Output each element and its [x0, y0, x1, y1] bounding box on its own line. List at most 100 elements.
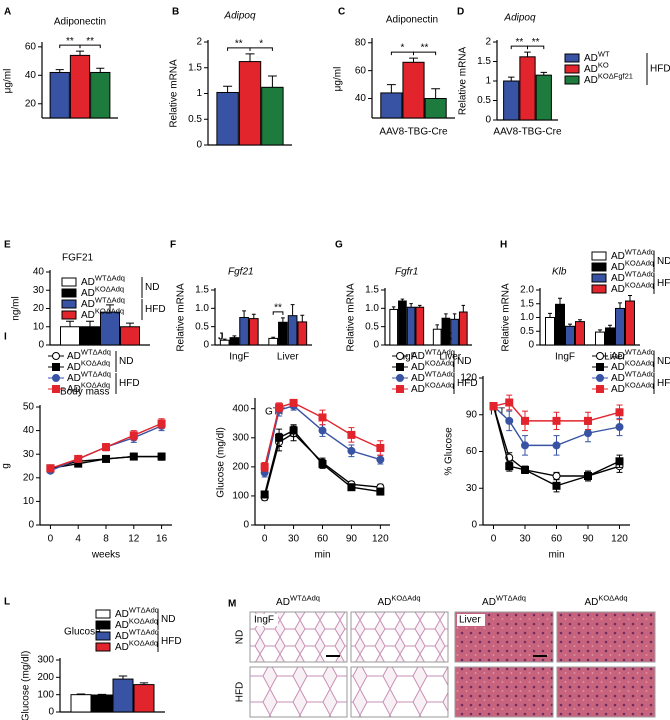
data-point	[129, 452, 138, 461]
data-point	[615, 457, 624, 466]
data-point	[275, 433, 284, 442]
data-point	[289, 398, 298, 407]
bar	[503, 80, 520, 121]
histology-image	[350, 666, 449, 718]
y-tick-label: 1.5	[477, 56, 491, 67]
series-line	[492, 405, 620, 477]
legend-label: ADWTΔAdq	[115, 605, 159, 619]
data-point	[347, 446, 356, 455]
error-bar	[222, 338, 227, 341]
y-tick-label: 1.5	[188, 62, 202, 73]
legend-marker	[52, 363, 60, 371]
bar	[380, 92, 403, 119]
error-bar	[126, 322, 134, 327]
column-header: ADWTΔAdq	[482, 593, 526, 607]
chart-title: Glucose	[64, 627, 101, 638]
error-bar	[507, 76, 515, 81]
legend-group-label: ND	[457, 356, 471, 367]
bar	[595, 331, 605, 346]
bar	[120, 326, 140, 346]
tissue-label: Liver	[459, 615, 481, 626]
error-bar	[76, 693, 86, 695]
error-bar	[461, 304, 466, 312]
legend-label: ADKOΔAdq	[115, 616, 158, 630]
legend-marker	[596, 385, 604, 393]
bar	[100, 311, 120, 346]
x-tick-label: 90	[582, 534, 594, 545]
error-bar	[66, 320, 74, 327]
x-tick-label: 30	[288, 534, 300, 545]
panel-letter: H	[500, 240, 507, 251]
chart-title: Adipoq	[503, 13, 536, 24]
legend-label: ADWTΔAdq	[67, 347, 111, 361]
error-bar	[96, 67, 105, 73]
data-point	[289, 426, 298, 435]
data-point	[318, 459, 327, 468]
x-tick-label: IngF	[555, 352, 575, 363]
histology-image	[556, 666, 656, 718]
error-bar	[558, 297, 562, 305]
error-bar	[386, 84, 396, 93]
error-bar	[271, 336, 276, 339]
y-tick-label: 300	[232, 432, 249, 443]
data-point	[74, 454, 83, 463]
x-axis-label: min	[314, 550, 330, 561]
y-tick-label: 2	[196, 37, 202, 48]
x-tick-label: Liver	[604, 352, 626, 363]
error-bar	[106, 304, 114, 313]
error-bar	[598, 329, 602, 333]
error-bar	[290, 304, 295, 316]
data-point	[552, 481, 561, 490]
x-tick-label: 8	[103, 534, 109, 545]
y-tick-label: 0.5	[477, 95, 491, 106]
y-tick-label: 120	[460, 373, 477, 384]
error-bar	[86, 320, 94, 327]
y-tick-label: 1	[485, 76, 491, 87]
legend-swatch	[564, 75, 580, 85]
y-tick-label: 100	[232, 491, 249, 502]
panel-letter: I	[4, 332, 7, 343]
y-axis-label: Glucose (mg/dl)	[21, 651, 32, 720]
legend-label: ADWT	[584, 49, 610, 63]
legend-group-label: HFD	[657, 278, 670, 289]
chart-title: ITT	[490, 407, 505, 418]
legend-group-label: HFD	[161, 636, 182, 647]
legend-group-label: ND	[657, 256, 670, 267]
panel-letter: C	[338, 7, 345, 18]
column-header: ADKOΔAdq	[584, 593, 627, 607]
bar	[287, 315, 298, 346]
bar	[545, 317, 555, 346]
legend-label: ADKOΔAdq	[115, 638, 158, 652]
data-point	[615, 423, 624, 431]
histology-image	[556, 611, 656, 663]
y-tick-label: 0	[38, 340, 44, 351]
error-bar	[452, 313, 457, 320]
data-point	[157, 452, 166, 461]
legend-marker	[52, 385, 60, 393]
error-bar	[267, 75, 277, 88]
data-point	[615, 408, 624, 417]
y-tick-label: 0	[48, 707, 54, 718]
legend-swatch	[95, 642, 111, 652]
legend-swatch	[564, 64, 580, 74]
x-tick-label: Liver	[277, 352, 299, 363]
data-point	[584, 472, 592, 480]
y-tick-label: 40	[25, 70, 37, 81]
data-point	[552, 416, 561, 425]
series-line	[263, 402, 381, 468]
series-line	[263, 429, 381, 495]
error-bar	[400, 298, 405, 301]
chart-title: Adiponectin	[54, 17, 106, 28]
y-tick-label: 300	[37, 655, 54, 666]
x-axis-label: weeks	[91, 550, 120, 561]
error-bar	[578, 319, 582, 322]
data-point	[129, 431, 138, 440]
significance-label: **	[66, 36, 74, 47]
legend-marker	[596, 363, 604, 371]
y-axis-label: Relative mRNA	[169, 59, 180, 128]
y-axis-label: ng/ml	[11, 296, 22, 320]
error-bar	[409, 57, 418, 63]
error-bar	[444, 313, 448, 319]
error-bar	[251, 313, 256, 319]
